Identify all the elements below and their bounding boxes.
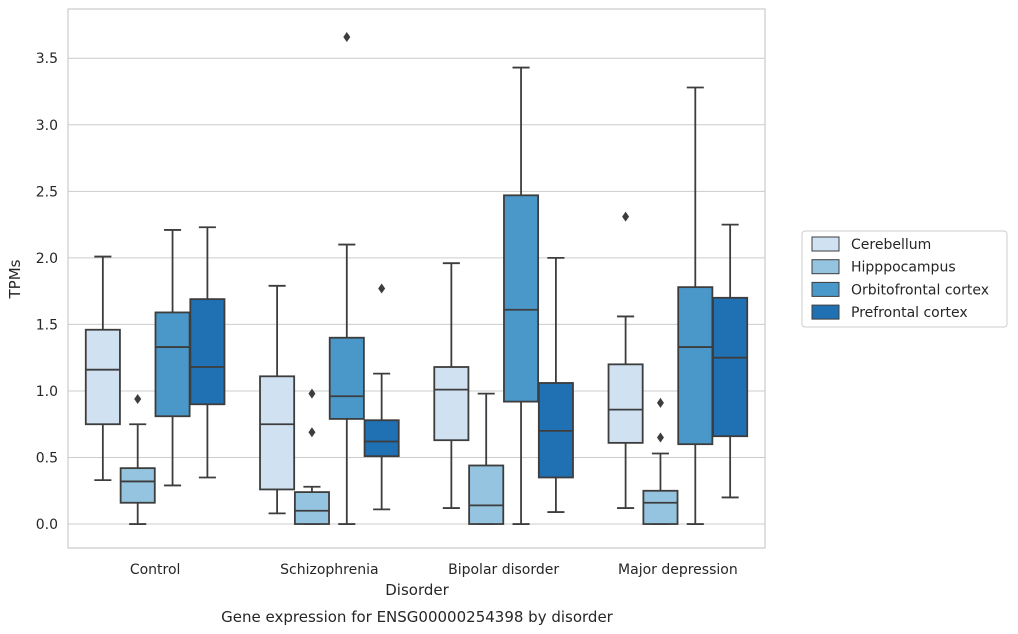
y-tick-label: 2.5: [36, 184, 58, 200]
x-axis-ticks: Control Schizophrenia Bipolar disorder Majo…: [130, 562, 738, 578]
x-tick-label: Control: [130, 562, 181, 578]
box-orbitofrontal-cortex: [503, 66, 540, 525]
x-tick-label: Major depression: [618, 562, 738, 578]
outlier-point: [308, 427, 316, 438]
y-axis-label: TPMs: [6, 259, 24, 299]
box-iqr: [468, 464, 505, 525]
outlier-point: [378, 283, 386, 294]
y-axis-ticks: 0.0 0.5 1.0 1.5 2.0 2.5 3.0 3.5: [36, 51, 58, 533]
legend-label: Cerebellum: [851, 237, 931, 253]
legend-label: Hipppocampus: [851, 260, 956, 276]
box-iqr: [259, 375, 296, 491]
outlier-point: [308, 388, 316, 399]
box-prefrontal-cortex: [537, 256, 574, 513]
y-tick-label: 0.5: [36, 451, 58, 467]
box-iqr: [712, 296, 749, 438]
box-iqr: [433, 366, 470, 442]
box-prefrontal-cortex: [712, 223, 749, 499]
box-iqr: [677, 286, 714, 446]
box-prefrontal-cortex: [189, 226, 226, 479]
y-tick-label: 3.5: [36, 51, 58, 67]
boxes: [84, 31, 749, 525]
chart-caption: Gene expression for ENSG00000254398 by d…: [221, 608, 614, 626]
y-tick-label: 0.0: [36, 517, 58, 533]
box-orbitofrontal-cortex: [154, 229, 191, 487]
legend-swatch: [811, 259, 840, 275]
box-iqr: [84, 328, 121, 426]
x-tick-label: Bipolar disorder: [448, 562, 559, 578]
legend: Cerebellum Hipppocampus Orbitofrontal cort…: [801, 230, 1008, 328]
legend-swatch: [811, 281, 840, 297]
box-orbitofrontal-cortex: [677, 86, 714, 525]
box-iqr: [607, 363, 644, 444]
y-tick-label: 1.5: [36, 317, 58, 333]
box-iqr: [154, 311, 191, 418]
box-orbitofrontal-cortex: [328, 31, 365, 525]
outlier-point: [656, 397, 664, 408]
legend-swatch: [811, 304, 840, 320]
box-cerebellum: [84, 255, 121, 482]
legend-label: Prefrontal cortex: [851, 305, 968, 321]
box-iqr: [503, 194, 540, 403]
box-prefrontal-cortex: [363, 283, 400, 511]
outlier-point: [622, 211, 630, 222]
box-iqr: [642, 489, 679, 525]
outlier-point: [656, 432, 664, 443]
legend-label: Orbitofrontal cortex: [851, 282, 989, 298]
box-hipppocampus: [119, 393, 156, 525]
x-axis-label: Disorder: [385, 581, 449, 599]
y-tick-label: 3.0: [36, 118, 58, 134]
outlier-point: [134, 393, 142, 404]
box-cerebellum: [259, 284, 296, 515]
legend-frame: [801, 230, 1008, 328]
plot-area-frame: [67, 8, 766, 549]
y-tick-label: 2.0: [36, 251, 58, 267]
box-iqr: [119, 467, 156, 504]
outlier-point: [343, 31, 351, 42]
box-cerebellum: [433, 262, 470, 509]
box-hipppocampus: [642, 397, 679, 525]
box-cerebellum: [607, 211, 644, 509]
x-tick-label: Schizophrenia: [280, 562, 378, 578]
y-tick-label: 1.0: [36, 384, 58, 400]
box-iqr: [328, 336, 365, 420]
box-iqr: [189, 298, 226, 406]
box-iqr: [363, 419, 400, 458]
box-iqr: [293, 491, 330, 525]
box-hipppocampus: [468, 392, 505, 525]
legend-swatch: [811, 236, 840, 252]
box-hipppocampus: [293, 388, 330, 525]
